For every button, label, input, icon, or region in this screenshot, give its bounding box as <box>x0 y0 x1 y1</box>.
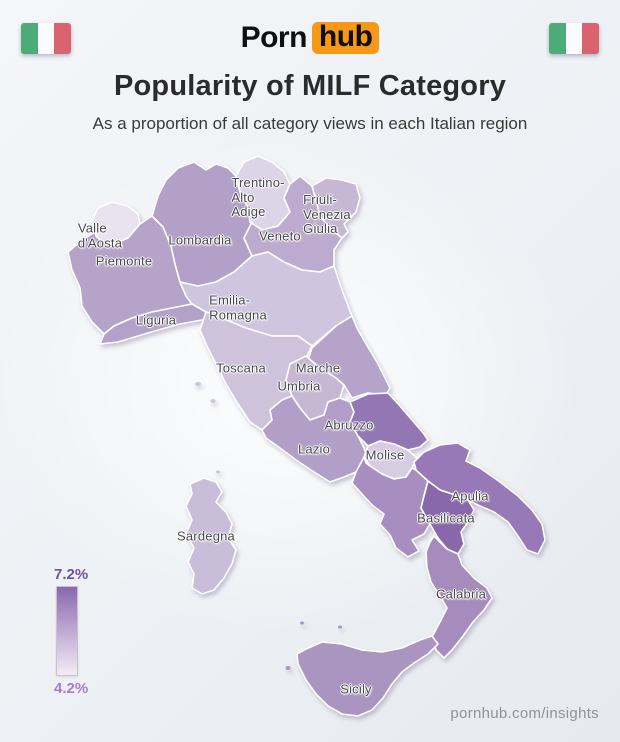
region-label-apulia: Apulia <box>451 488 489 504</box>
flag-stripe-red <box>54 23 71 54</box>
pornhub-logo: Porn hub <box>0 21 620 55</box>
region-label-valle-daosta: Valle d'Aosta <box>77 220 123 250</box>
region-label-calabria: Calabria <box>435 586 487 602</box>
region-label-lazio: Lazio <box>297 441 331 457</box>
legend-gradient-bar <box>56 586 78 676</box>
region-label-emilia-romagna: Emilia- Romagna <box>209 292 267 322</box>
small-island <box>210 399 216 403</box>
region-label-marche: Marche <box>295 360 341 376</box>
region-friuli <box>311 177 361 239</box>
region-calabria <box>425 535 493 659</box>
logo-hub-badge: hub <box>311 22 380 54</box>
small-island <box>285 666 291 670</box>
flag-stripe-white <box>565 23 583 54</box>
region-label-sardegna: Sardegna <box>177 528 235 544</box>
logo-porn-text: Porn <box>240 21 308 54</box>
region-sicily <box>296 635 439 717</box>
region-label-friuli: Friuli- Venezia Giulia <box>303 192 351 237</box>
small-island <box>338 625 342 629</box>
region-campania <box>351 456 431 558</box>
region-label-piemonte: Piemonte <box>95 253 153 269</box>
italian-flag-left <box>21 23 71 54</box>
region-label-molise: Molise <box>365 447 405 463</box>
region-label-trentino: Trentino- Alto Adige <box>231 175 285 220</box>
insights-credit: pornhub.com/insights <box>450 705 599 722</box>
color-scale-legend: 7.2% 4.2% <box>52 566 112 697</box>
legend-min-value: 4.2% <box>54 680 89 697</box>
flag-stripe-green <box>21 23 38 54</box>
region-label-lombardia: Lombardia <box>168 232 232 248</box>
small-island <box>216 470 220 474</box>
region-label-liguria: Liguria <box>135 312 177 328</box>
region-sardegna <box>185 477 237 595</box>
region-label-sicily: Sicily <box>340 681 372 697</box>
small-island <box>195 382 201 386</box>
region-label-basilicata: Basilicata <box>417 510 475 526</box>
italian-flag-right <box>549 23 599 54</box>
region-label-toscana: Toscana <box>216 360 266 376</box>
page-subtitle: As a proportion of all category views in… <box>92 114 528 133</box>
page-title: Popularity of MILF Category <box>113 70 507 102</box>
legend-max-value: 7.2% <box>54 566 89 583</box>
region-label-veneto: Veneto <box>259 228 301 244</box>
region-abruzzo <box>349 392 429 451</box>
region-label-abruzzo: Abruzzo <box>324 417 374 433</box>
flag-stripe-red <box>582 23 599 54</box>
flag-stripe-green <box>549 23 566 54</box>
small-island <box>300 621 304 625</box>
region-label-umbria: Umbria <box>277 378 321 394</box>
flag-stripe-white <box>37 23 55 54</box>
region-basilicata <box>420 480 475 555</box>
